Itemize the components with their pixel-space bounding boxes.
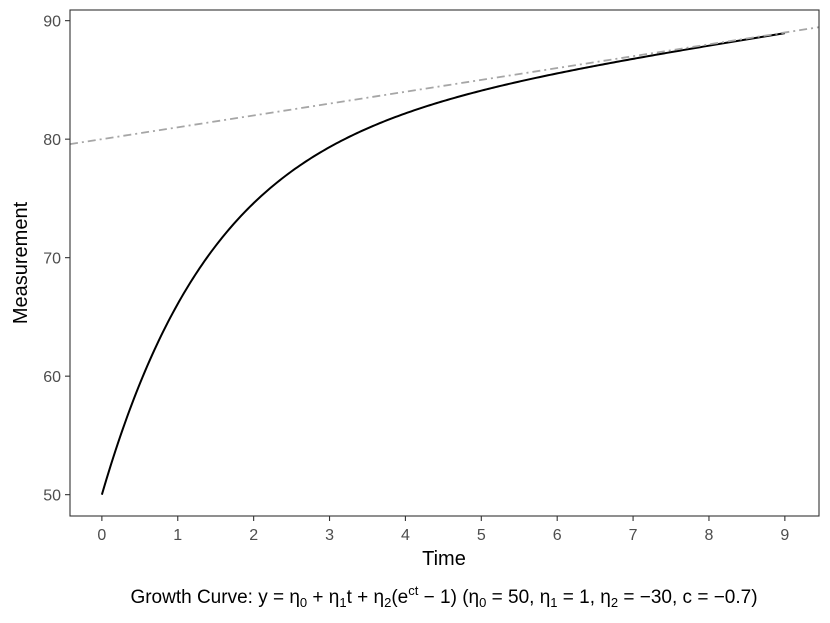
y-tick-label: 60 [43,369,61,386]
plot-area [69,26,820,495]
caption-sub: 1 [550,595,557,610]
caption-part: = −30, c = −0.7) [618,587,757,608]
caption-part: + η [307,587,339,608]
x-tick-label: 4 [401,527,410,544]
caption-part: − 1) (η [418,587,479,608]
chart-caption: Growth Curve: y = η0 + η1t + η2(ect − 1)… [130,583,757,610]
y-tick-label: 80 [43,132,61,149]
y-axis-title: Measurement [10,201,32,324]
y-tick-label: 70 [43,251,61,268]
caption-part: = 1, η [558,587,611,608]
x-tick-label: 1 [173,527,182,544]
asymptote-line [69,26,820,146]
caption-sub: 0 [479,595,486,610]
x-tick-label: 7 [629,527,638,544]
x-tick-label: 5 [477,527,486,544]
y-axis-ticks: 50 60 70 80 90 [43,14,70,505]
y-tick-label: 50 [43,488,61,505]
x-tick-label: 6 [553,527,562,544]
x-tick-label: 9 [780,527,789,544]
caption-part: Growth Curve: y = η [130,587,299,608]
plot-border [69,9,820,517]
caption-sub: 0 [300,595,307,610]
caption-sup: ct [408,583,419,598]
x-tick-label: 2 [249,527,258,544]
x-axis-title: Time [422,548,466,570]
caption-part: = 50, η [486,587,550,608]
caption-sub: 2 [384,595,391,610]
caption-part: (e [391,587,408,608]
x-tick-label: 0 [97,527,106,544]
caption-sub: 2 [611,595,618,610]
y-tick-label: 90 [43,14,61,31]
x-tick-label: 3 [325,527,334,544]
growth-curve-line [100,32,786,495]
caption-sub: 1 [339,595,346,610]
caption-part: t + η [347,587,385,608]
x-axis-ticks: 0 1 2 3 4 5 6 7 8 9 [97,516,789,544]
x-tick-label: 8 [705,527,714,544]
